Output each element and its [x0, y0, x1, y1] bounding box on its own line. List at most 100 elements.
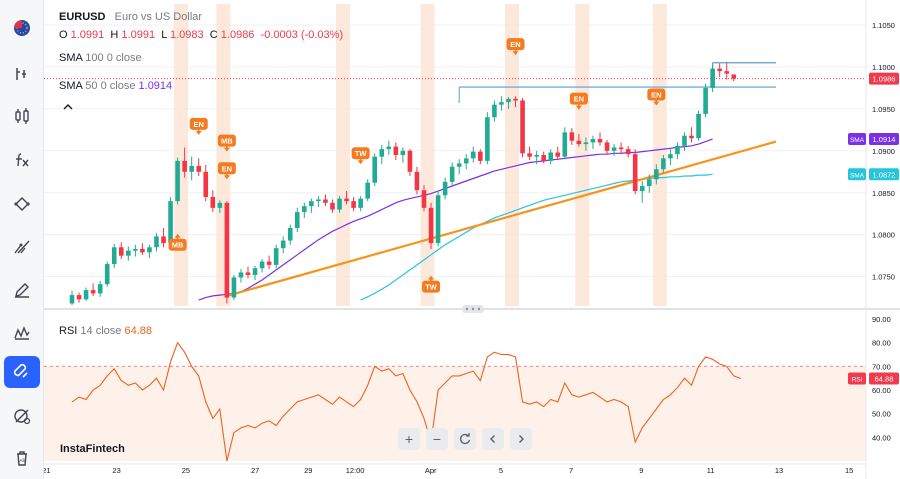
candle-body[interactable]	[372, 156, 378, 183]
candle-body[interactable]	[520, 100, 525, 154]
candle-body[interactable]	[590, 139, 596, 143]
candle-body[interactable]	[724, 71, 730, 74]
signal-badge[interactable]	[569, 92, 588, 105]
candle-body[interactable]	[618, 147, 624, 150]
patterns-icon[interactable]	[4, 316, 40, 348]
sma50-legend[interactable]: SMA 50 0 close 1.0914	[59, 80, 172, 92]
signal-badge[interactable]	[168, 238, 187, 251]
candle-body[interactable]	[527, 153, 532, 157]
candle-body[interactable]	[273, 248, 279, 265]
candle-body[interactable]	[280, 240, 286, 249]
candle-body[interactable]	[245, 272, 251, 275]
signal-badge[interactable]	[189, 117, 208, 130]
candle-body[interactable]	[133, 248, 138, 251]
candle-body[interactable]	[421, 190, 427, 208]
flag-icon[interactable]	[4, 12, 40, 44]
candle-body[interactable]	[126, 250, 131, 256]
candle-body[interactable]	[168, 201, 173, 244]
candle-body[interactable]	[548, 152, 554, 161]
candle-body[interactable]	[562, 132, 568, 157]
candle-body[interactable]	[576, 140, 582, 145]
candle-body[interactable]	[632, 154, 638, 192]
candle-body[interactable]	[506, 98, 511, 103]
candle-body[interactable]	[351, 201, 356, 208]
magnet-icon[interactable]	[4, 356, 40, 388]
candle-body[interactable]	[323, 199, 328, 203]
zoom-in-icon[interactable]: +	[398, 428, 420, 450]
signal-badge[interactable]	[217, 134, 236, 147]
candle-body[interactable]	[569, 132, 575, 141]
candle-body[interactable]	[555, 152, 561, 157]
candle-body[interactable]	[118, 247, 124, 256]
candle-body[interactable]	[379, 149, 385, 157]
price-chart[interactable]: MB EN MB EN TW TW EN EN EN 1.1050 1.1000 1.0950 1.09…	[44, 0, 900, 479]
indicators-fx-icon[interactable]	[4, 144, 40, 176]
candle-body[interactable]	[203, 171, 209, 197]
candle-type-icon[interactable]	[4, 58, 40, 90]
pencil-icon[interactable]	[4, 274, 40, 306]
candle-body[interactable]	[287, 227, 293, 241]
eye-hide-icon[interactable]	[4, 400, 40, 432]
candle-body[interactable]	[302, 206, 307, 213]
rsi-legend[interactable]: RSI 14 close 64.88	[59, 325, 152, 337]
candle-body[interactable]	[189, 165, 194, 172]
candle-body[interactable]	[365, 182, 370, 199]
candle-body[interactable]	[69, 295, 75, 304]
drawing-tool-icon[interactable]	[4, 188, 40, 220]
candle-body[interactable]	[104, 264, 110, 285]
candle-body[interactable]	[654, 169, 659, 180]
candle-body[interactable]	[611, 147, 617, 151]
candle-body[interactable]	[309, 201, 314, 207]
candle-body[interactable]	[83, 290, 89, 300]
scroll-right-icon[interactable]	[510, 428, 532, 450]
candle-body[interactable]	[182, 160, 187, 172]
candle-body[interactable]	[492, 104, 497, 118]
candle-body[interactable]	[463, 158, 469, 164]
candle-body[interactable]	[154, 236, 159, 248]
signal-badge[interactable]	[422, 280, 441, 293]
candle-body[interactable]	[675, 145, 680, 155]
candle-body[interactable]	[478, 151, 483, 161]
candle-body[interactable]	[646, 179, 652, 187]
candle-body[interactable]	[604, 142, 610, 151]
candle-body[interactable]	[717, 68, 722, 72]
scroll-left-icon[interactable]	[482, 428, 504, 450]
candle-body[interactable]	[499, 102, 504, 105]
candle-body[interactable]	[316, 199, 321, 202]
candle-body[interactable]	[224, 202, 230, 298]
candle-body[interactable]	[534, 155, 539, 157]
candle-body[interactable]	[485, 117, 490, 161]
candle-body[interactable]	[682, 135, 687, 146]
candle-body[interactable]	[337, 198, 342, 210]
candle-body[interactable]	[358, 198, 363, 208]
signal-badge[interactable]	[647, 88, 666, 101]
candle-body[interactable]	[111, 247, 117, 265]
candle-body[interactable]	[344, 198, 349, 202]
candle-body[interactable]	[625, 149, 631, 155]
candle-body[interactable]	[238, 272, 244, 278]
candle-body[interactable]	[710, 68, 715, 88]
candle-body[interactable]	[435, 195, 441, 244]
candle-body[interactable]	[703, 87, 708, 114]
candle-body[interactable]	[140, 248, 145, 253]
candle-body[interactable]	[449, 166, 455, 182]
candle-body[interactable]	[513, 98, 518, 101]
candle-body[interactable]	[414, 171, 420, 191]
candle-body[interactable]	[661, 158, 666, 170]
brush-tools-icon[interactable]	[4, 230, 40, 262]
candles-icon[interactable]	[4, 100, 40, 132]
candle-body[interactable]	[400, 150, 406, 155]
candle-body[interactable]	[470, 151, 476, 159]
candle-body[interactable]	[668, 154, 673, 159]
candle-body[interactable]	[689, 135, 694, 139]
candle-body[interactable]	[393, 146, 399, 155]
candle-body[interactable]	[90, 290, 96, 294]
candle-body[interactable]	[210, 196, 216, 208]
candle-body[interactable]	[583, 142, 589, 145]
candle-body[interactable]	[259, 261, 265, 269]
candle-body[interactable]	[252, 268, 258, 275]
candle-body[interactable]	[386, 146, 392, 150]
trash-icon[interactable]: All	[4, 442, 40, 474]
candle-body[interactable]	[76, 295, 82, 300]
trendline[interactable]	[226, 140, 777, 297]
